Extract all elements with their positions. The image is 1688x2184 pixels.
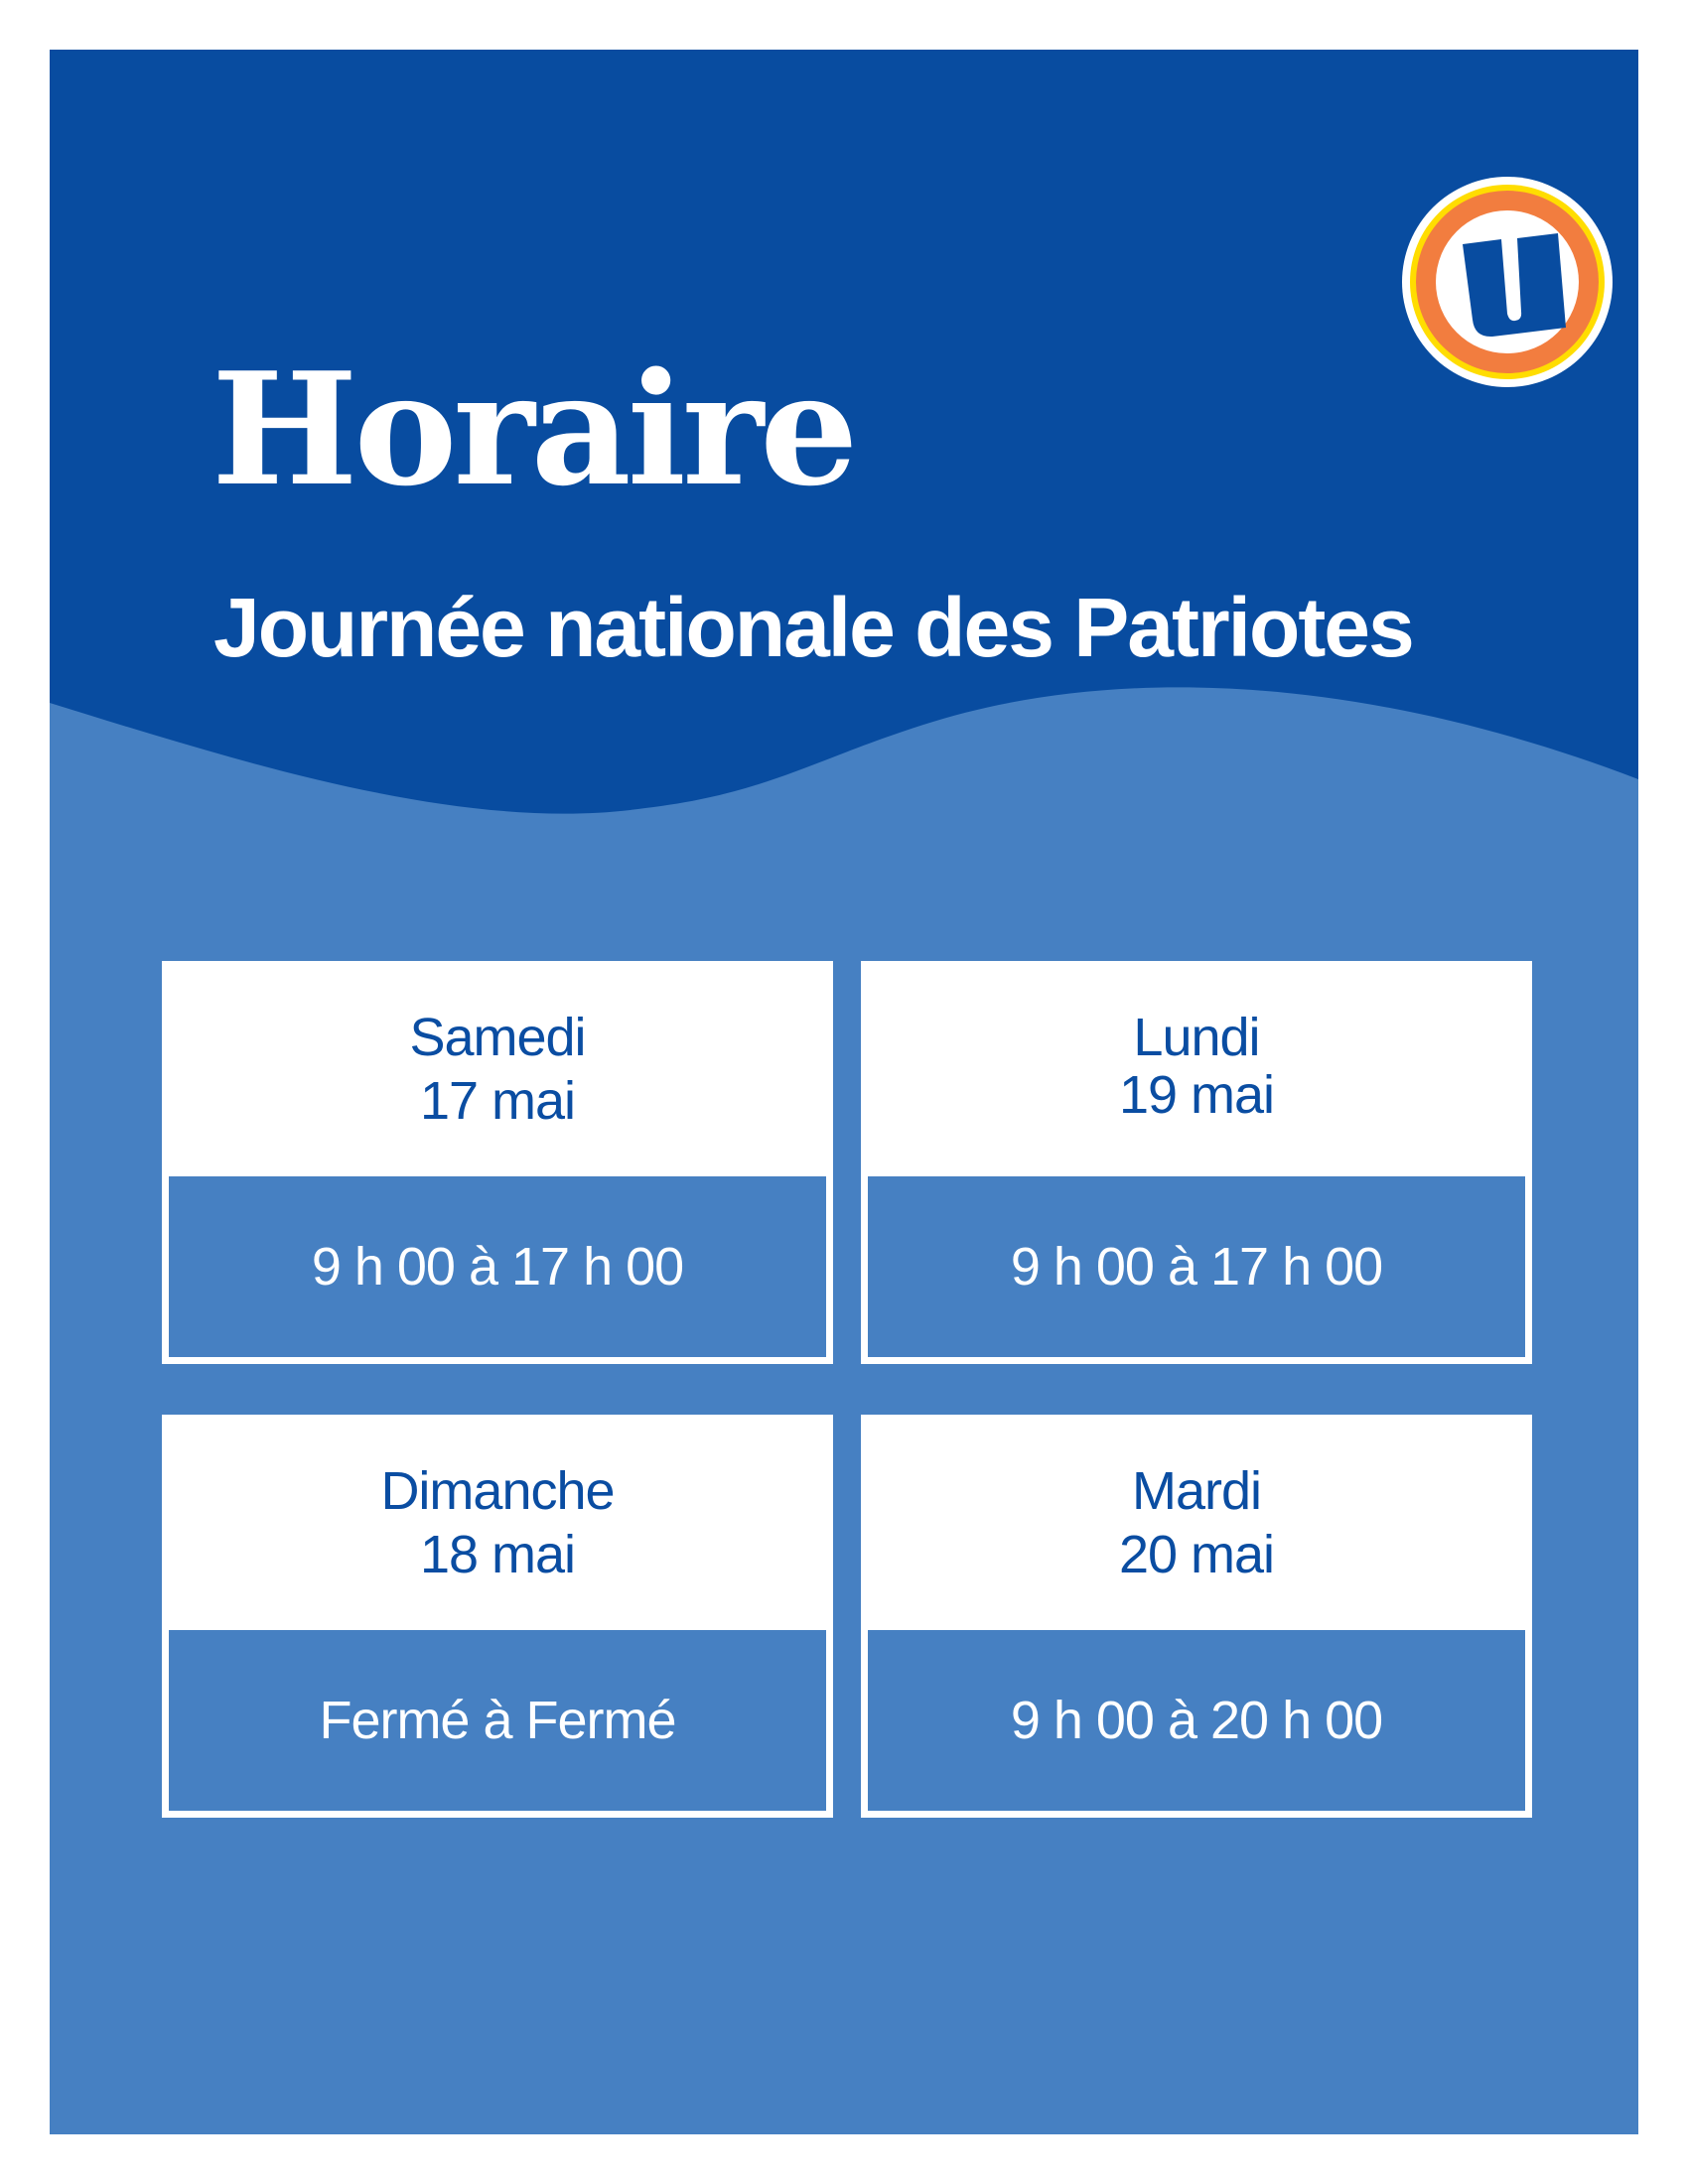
card-date-header: Lundi 19 mai (861, 961, 1532, 1176)
u-logo-icon (1402, 177, 1613, 387)
card-day: Lundi (1133, 1008, 1260, 1067)
card-hours: 9 h 00 à 17 h 00 (169, 1176, 826, 1357)
header-wave (50, 50, 1638, 814)
page-title: Horaire (211, 339, 858, 520)
poster-panel: Horaire Journée nationale des Patriotes … (50, 50, 1638, 2134)
card-date-header: Dimanche 18 mai (162, 1415, 833, 1630)
schedule-card-lundi: Lundi 19 mai 9 h 00 à 17 h 00 (861, 961, 1532, 1364)
card-date-header: Samedi 17 mai (162, 961, 833, 1176)
card-day: Mardi (1131, 1460, 1262, 1521)
card-date: 17 mai (419, 1070, 576, 1131)
card-day: Samedi (409, 1007, 586, 1067)
card-hours: Fermé à Fermé (169, 1630, 826, 1811)
card-day: Dimanche (380, 1460, 615, 1521)
card-date: 19 mai (1118, 1065, 1275, 1125)
card-hours: 9 h 00 à 17 h 00 (868, 1176, 1525, 1357)
schedule-card-samedi: Samedi 17 mai 9 h 00 à 17 h 00 (162, 961, 833, 1364)
schedule-card-dimanche: Dimanche 18 mai Fermé à Fermé (162, 1415, 833, 1818)
card-date-header: Mardi 20 mai (861, 1415, 1532, 1630)
card-date: 20 mai (1118, 1524, 1275, 1584)
schedule-card-mardi: Mardi 20 mai 9 h 00 à 20 h 00 (861, 1415, 1532, 1818)
card-date: 18 mai (419, 1524, 576, 1584)
card-hours: 9 h 00 à 20 h 00 (868, 1630, 1525, 1811)
page-subtitle: Journée nationale des Patriotes (213, 581, 1415, 674)
